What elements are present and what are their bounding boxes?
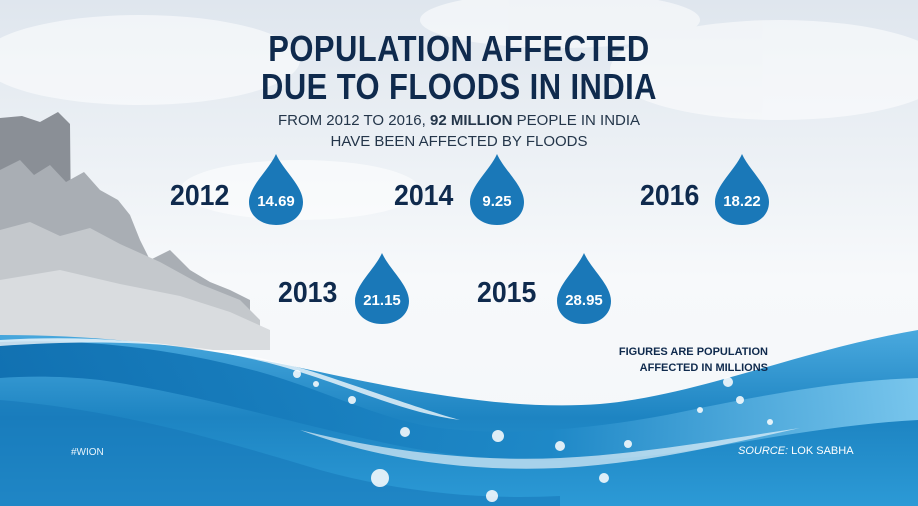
subtitle-line-2: HAVE BEEN AFFECTED BY FLOODS: [330, 133, 588, 150]
chart-subtitle: FROM 2012 TO 2016, 92 MILLION PEOPLE IN …: [0, 110, 918, 152]
subtitle-text-pre: FROM 2012 TO 2016,: [277, 112, 430, 129]
source-value: LOK SABHA: [788, 445, 854, 457]
value-label-2016: 18.22: [723, 193, 761, 210]
value-drop-2015: 28.95: [555, 251, 613, 325]
value-label-2013: 21.15: [363, 292, 401, 309]
units-note: FIGURES ARE POPULATION AFFECTED IN MILLI…: [600, 344, 768, 376]
year-label-2013: 2013: [278, 277, 338, 309]
value-label-2012: 14.69: [257, 193, 295, 210]
units-note-line-2: AFFECTED IN MILLIONS: [639, 362, 768, 374]
water-drop-icon: [557, 253, 611, 324]
value-drop-2013: 21.15: [353, 251, 411, 325]
clouds: [0, 0, 918, 220]
year-label-2016: 2016: [640, 180, 700, 212]
wave-crest: [0, 341, 918, 461]
subtitle-text-post: PEOPLE IN INDIA: [512, 112, 641, 129]
water-drop-icon: [715, 154, 769, 225]
units-note-line-1: FIGURES ARE POPULATION: [618, 346, 768, 358]
crowd-silhouette: [0, 112, 270, 350]
value-label-2014: 9.25: [482, 193, 512, 210]
source-credit: SOURCE: LOK SABHA: [738, 445, 854, 457]
splash-droplets: [293, 370, 773, 502]
deep-water: [0, 400, 560, 506]
source-label: SOURCE:: [738, 445, 789, 457]
wave-foam-lower: [300, 428, 800, 469]
value-drop-2012: 14.69: [247, 152, 305, 226]
value-label-2015: 28.95: [565, 292, 603, 309]
chart-title-line-1: POPULATION AFFECTED: [268, 28, 650, 69]
year-label-2012: 2012: [170, 180, 230, 212]
year-label-2015: 2015: [477, 277, 537, 309]
subtitle-highlight: 92 MILLION: [429, 112, 513, 129]
chart-title-line-2: DUE TO FLOODS IN INDIA: [261, 66, 657, 107]
water-drop-icon: [470, 154, 524, 225]
hashtag-label: #WION: [71, 447, 104, 458]
water-drop-icon: [355, 253, 409, 324]
year-label-2014: 2014: [394, 180, 454, 212]
value-drop-2014: 9.25: [468, 152, 526, 226]
value-drop-2016: 18.22: [713, 152, 771, 226]
water-drop-icon: [249, 154, 303, 225]
